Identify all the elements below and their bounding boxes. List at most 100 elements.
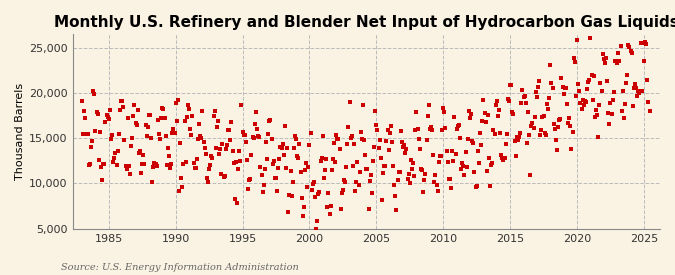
Point <box>504 99 514 103</box>
Point <box>535 133 545 138</box>
Point <box>574 89 585 93</box>
Point <box>517 87 528 92</box>
Point <box>147 180 158 184</box>
Point <box>122 167 132 171</box>
Point <box>597 52 608 57</box>
Point <box>377 197 387 202</box>
Point <box>351 180 362 184</box>
Point <box>293 156 304 161</box>
Point <box>296 196 307 200</box>
Point <box>331 133 342 138</box>
Point <box>493 114 504 118</box>
Point <box>298 204 309 209</box>
Point <box>269 176 280 181</box>
Point <box>545 62 556 67</box>
Point <box>464 116 475 120</box>
Point <box>275 145 286 150</box>
Point <box>284 193 295 197</box>
Point <box>448 158 459 163</box>
Point <box>288 180 298 185</box>
Point <box>131 123 142 128</box>
Point <box>276 145 287 150</box>
Point <box>315 158 326 163</box>
Point <box>566 147 577 152</box>
Point <box>371 123 382 127</box>
Point <box>447 148 458 153</box>
Point <box>248 136 259 141</box>
Point <box>102 115 113 120</box>
Point <box>425 127 435 131</box>
Point <box>198 139 209 144</box>
Point <box>394 170 404 174</box>
Point <box>613 51 624 56</box>
Point <box>539 131 550 136</box>
Point <box>611 59 622 64</box>
Point <box>615 44 626 49</box>
Point <box>480 119 491 124</box>
Point <box>266 136 277 141</box>
Point <box>498 158 509 163</box>
Point <box>497 155 508 160</box>
Point <box>427 128 437 132</box>
Point <box>464 109 475 113</box>
Point <box>470 185 481 189</box>
Point <box>149 161 160 165</box>
Point <box>142 125 153 129</box>
Point <box>446 185 456 190</box>
Point <box>343 125 354 129</box>
Point <box>130 121 141 125</box>
Point <box>508 112 519 117</box>
Point <box>221 143 232 147</box>
Point <box>235 158 246 163</box>
Point <box>257 190 268 194</box>
Point <box>375 138 385 142</box>
Point <box>317 133 328 138</box>
Point <box>469 170 480 174</box>
Point <box>262 157 273 161</box>
Point <box>548 122 559 126</box>
Point <box>286 194 297 199</box>
Point <box>403 172 414 176</box>
Point <box>349 142 360 146</box>
Point <box>208 114 219 119</box>
Point <box>115 108 126 112</box>
Point <box>264 119 275 123</box>
Point <box>281 166 292 170</box>
Point <box>618 116 629 120</box>
Point <box>329 160 340 165</box>
Point <box>105 108 115 112</box>
Point <box>606 112 617 116</box>
Point <box>610 59 620 64</box>
Point <box>493 108 504 112</box>
Point <box>144 113 155 118</box>
Point <box>474 160 485 165</box>
Point <box>171 119 182 123</box>
Point <box>431 182 442 187</box>
Point <box>534 78 545 83</box>
Point <box>81 132 92 137</box>
Point <box>496 153 507 157</box>
Point <box>96 165 107 169</box>
Point <box>475 131 485 135</box>
Point <box>238 133 249 137</box>
Point <box>124 164 134 168</box>
Point <box>594 103 605 107</box>
Point <box>184 107 194 111</box>
Point <box>406 157 416 162</box>
Point <box>122 116 133 121</box>
Point <box>308 180 319 184</box>
Point <box>401 147 412 152</box>
Point <box>506 82 516 87</box>
Point <box>488 128 499 132</box>
Point <box>551 138 562 142</box>
Point <box>527 120 538 125</box>
Point <box>572 38 583 42</box>
Point <box>230 197 240 202</box>
Point <box>472 149 483 153</box>
Point <box>329 140 340 145</box>
Point <box>148 165 159 169</box>
Point <box>93 157 104 162</box>
Point <box>430 173 441 177</box>
Point <box>413 136 424 141</box>
Point <box>612 61 622 66</box>
